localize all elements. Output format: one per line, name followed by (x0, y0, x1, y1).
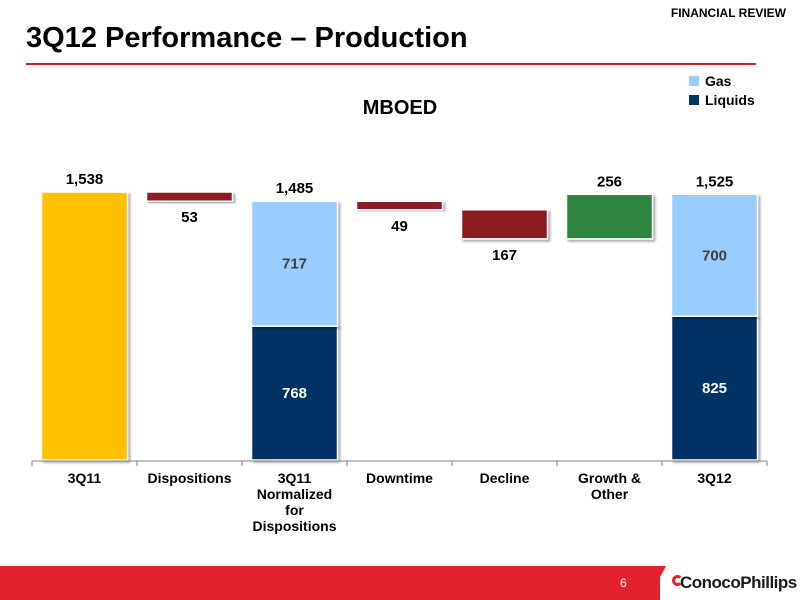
category-label-1: 3Q11 (68, 470, 102, 486)
category-label-3-line-2: Normalized (257, 486, 332, 502)
legend-label-gas: Gas (705, 72, 732, 89)
company-logo: ConocoPhillips (672, 573, 797, 595)
title-rule (26, 63, 756, 65)
legend-label-liquids: Liquids (705, 91, 755, 108)
bar-7-liquids-label: 825 (702, 380, 727, 397)
bar-7-liquids (670, 315, 759, 461)
category-label-5: Decline (480, 470, 530, 486)
bar-7-gas-label: 700 (702, 247, 727, 264)
bar-5-value-label: 167 (492, 247, 517, 264)
legend-item-gas: Gas (689, 71, 755, 90)
logo-mark-icon (672, 575, 683, 586)
bar-2-value-label: 53 (181, 209, 198, 226)
category-label-3-line-3: for (285, 502, 304, 518)
category-label-3-line-4: Dispositions (252, 518, 336, 534)
waterfall-chart: 1,538 53 768 717 1,485 49 167 256 825 700 1,525 3Q1… (31, 171, 768, 534)
bar-3-gas-label: 717 (282, 256, 307, 273)
category-label-4: Downtime (366, 470, 433, 486)
category-label-3-line-1: 3Q11 (278, 470, 312, 486)
bar-6-increase (565, 193, 654, 240)
footer-slant (648, 566, 666, 600)
bar-4-decrease (355, 200, 444, 211)
bar-3-gas (250, 200, 339, 327)
bar-1-total (40, 191, 129, 461)
category-label-7: 3Q12 (697, 470, 731, 486)
bar-2-decrease (145, 191, 234, 202)
bar-3-liquids (250, 325, 339, 461)
category-label-6-line-1: Growth & (578, 470, 641, 486)
logo-text: ConocoPhillips (680, 573, 797, 592)
chart-legend: Gas Liquids (689, 71, 755, 109)
category-label-6-line-2: Other (591, 486, 629, 502)
bar-7-gas (670, 193, 759, 317)
bar-5-decrease (460, 209, 549, 240)
chart-subtitle: MBOED (362, 97, 438, 119)
legend-item-liquids: Liquids (689, 90, 755, 109)
page-number: 6 (620, 576, 627, 590)
bar-6-value-label: 256 (597, 173, 622, 190)
section-label: FINANCIAL REVIEW (670, 6, 786, 20)
bar-3-liquids-label: 768 (282, 385, 307, 402)
bar-1-value-label: 1,538 (66, 171, 104, 188)
category-label-2: Dispositions (147, 470, 231, 486)
bar-7-total-label: 1,525 (696, 173, 734, 190)
footer-bar: 6 ConocoPhillips (0, 566, 800, 600)
footer-red-band (0, 566, 660, 600)
legend-swatch-gas (689, 75, 699, 86)
bar-4-value-label: 49 (391, 218, 408, 235)
slide-title: 3Q12 Performance – Production (26, 22, 468, 54)
legend-swatch-liquids (689, 94, 699, 105)
bar-3-total-label: 1,485 (276, 180, 314, 197)
